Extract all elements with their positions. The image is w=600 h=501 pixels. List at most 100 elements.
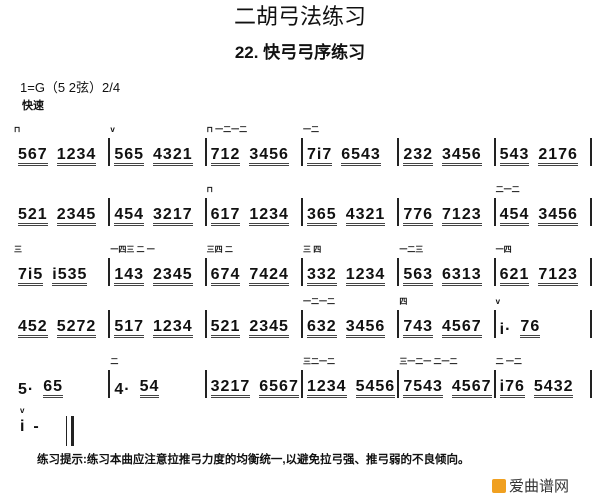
measure: ⊓ 567 1234 (14, 125, 111, 166)
note-group: 76 (520, 318, 541, 338)
note-group: 617 (210, 206, 241, 226)
note-group: 232 (403, 146, 434, 166)
note-group: 517 (114, 318, 145, 338)
bowing-fingering-marks: ⊓ 一二一二 (206, 125, 248, 134)
bowing-fingering-marks: 一四三 二 一 (110, 245, 155, 254)
note-group: 3217 (210, 378, 251, 398)
bowing-fingering-marks: 三二一二 (302, 357, 335, 366)
note-group: 4321 (153, 146, 193, 166)
note-group: 4321 (345, 206, 386, 226)
bowing-fingering-marks: v (110, 125, 115, 134)
measure: 四 743 4567 (399, 297, 496, 338)
measure: 三四 二 674 7424 (207, 245, 303, 286)
note-group: 567 (18, 146, 48, 166)
measure: 二一二 454 3456 (496, 185, 592, 226)
note-group: 1234 (249, 206, 289, 226)
measure: 二 4· 54 (110, 357, 207, 398)
note-group: 521 (18, 206, 48, 226)
measure: 521 2345 (207, 310, 303, 338)
measure: 452 5272 (14, 310, 111, 338)
bowing-fingering-marks: 二 (110, 357, 119, 366)
key-signature: 1=G（5 2弦）2/4 (20, 80, 121, 95)
note-group: 7123 (538, 266, 578, 286)
bowing-fingering-marks: ⊓ (14, 125, 21, 134)
bowing-fingering-marks: 三一二一 二一二 (399, 357, 458, 366)
note-group: i76 (499, 378, 525, 398)
music-note-icon (492, 479, 506, 493)
watermark-text: 爱曲谱网 (509, 478, 570, 495)
note-group: 2345 (153, 266, 193, 286)
measure: 232 3456 (399, 138, 496, 166)
note-group: 2345 (249, 318, 289, 338)
final-measure: v i - (20, 406, 80, 446)
note-group: 543 (499, 146, 530, 166)
measure: 一二 7i7 6543 (303, 125, 400, 166)
bowing-fingering-marks: 二一二 (495, 185, 520, 194)
measure: 一二一二 632 3456 (303, 297, 400, 338)
bowing-fingering-marks: 一四 (495, 245, 512, 254)
note-group: 1234 (153, 318, 193, 338)
measure: v 565 4321 (110, 125, 207, 166)
measure: 776 7123 (399, 198, 496, 226)
note-group: 7543 (403, 378, 443, 398)
note-group: 563 (403, 266, 434, 286)
measure: ⊓ 617 1234 (207, 185, 303, 226)
note-group: 5432 (533, 378, 574, 398)
score-line: ⊓ 567 1234 v 565 4321 ⊓ 一二一二 712 3456 一二 7i7 6543 23… (14, 125, 592, 168)
bowing-fingering-marks: 三 (14, 245, 22, 254)
measure: 454 3217 (110, 198, 207, 226)
note-group: 6567 (259, 378, 299, 398)
measure: 517 1234 (110, 310, 207, 338)
final-barline (66, 416, 74, 446)
measure: 三 四 332 1234 (303, 245, 400, 286)
note-group: 1234 (306, 378, 347, 398)
note-group: 3456 (345, 318, 386, 338)
measure: v i· 76 (496, 297, 592, 338)
bow-mark: v (20, 406, 25, 415)
measure: 一四 621 7123 (496, 245, 592, 286)
measure: 一二三 563 6313 (399, 245, 496, 286)
score-line: 452 5272 517 1234 521 2345 一二一二 632 3456 四 743 4567… (14, 297, 592, 340)
note-group: 521 (210, 318, 241, 338)
exercise-title: 22. 快弓弓序练习 (234, 43, 366, 62)
note-group: 743 (403, 318, 434, 338)
note-group: 632 (306, 318, 337, 338)
measure: 一四三 二 一 143 2345 (110, 245, 207, 286)
note-group: 776 (403, 206, 434, 226)
note-group: 5456 (355, 378, 396, 398)
watermark-logo: 爱曲谱网 (492, 478, 569, 496)
note-group: i· (499, 321, 512, 338)
note-group: 4· (114, 381, 131, 398)
note-group: 7123 (442, 206, 482, 226)
note-group: 1234 (345, 266, 386, 286)
score-title: 二胡弓法练习 (233, 5, 366, 30)
note-group: 7424 (249, 266, 289, 286)
bowing-fingering-marks: 二 一二 (495, 357, 522, 366)
bowing-fingering-marks: ⊓ (206, 185, 213, 194)
measure: ⊓ 一二一二 712 3456 (207, 125, 303, 166)
note-group: 674 (210, 266, 241, 286)
measure: 5· 65 (14, 370, 111, 398)
measure: 三 7i5 i535 (14, 245, 111, 286)
measure: 二 一二 i76 5432 (496, 357, 592, 398)
bowing-fingering-marks: 四 (399, 297, 408, 306)
note-group: 454 (114, 206, 145, 226)
score-line: 5· 65 二 4· 54 3217 6567 三二一二 1234 5456 三一二一 二一二 754… (14, 357, 592, 400)
bowing-fingering-marks: 一二 (302, 125, 319, 134)
note-group: 3456 (249, 146, 289, 166)
note-group: 6313 (442, 266, 482, 286)
measure: 521 2345 (14, 198, 111, 226)
note-group: 65 (43, 378, 64, 398)
score-line: 521 2345 454 3217 ⊓ 617 1234 365 4321 776 7123 二一二 4… (14, 185, 592, 228)
note-group: 143 (114, 266, 145, 286)
practice-hint: 练习提示:练习本曲应注意拉推弓力度的均衡统一,以避免拉弓强、推弓弱的不良倾向。 (37, 454, 470, 466)
note-group: i535 (52, 266, 88, 286)
note-group: 4567 (442, 318, 482, 338)
bowing-fingering-marks: v (495, 297, 501, 306)
note-group: 3456 (442, 146, 482, 166)
note-group: 5· (18, 381, 35, 398)
measure: 365 4321 (303, 198, 400, 226)
note-group: 3456 (538, 206, 578, 226)
note-group: 7i5 (18, 266, 44, 286)
